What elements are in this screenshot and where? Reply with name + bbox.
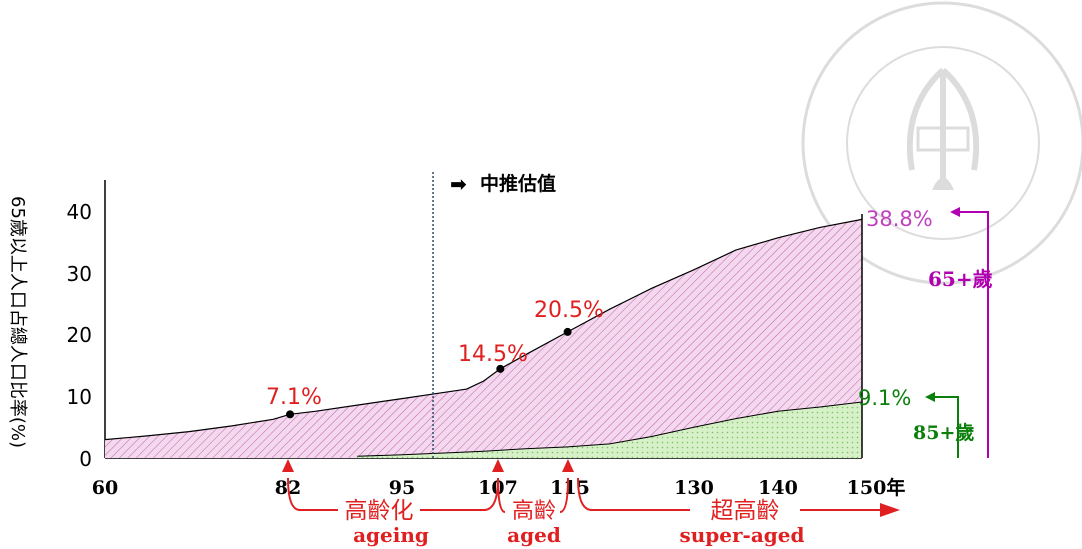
stage-super-aged-arrow [880, 503, 900, 517]
end-label-85plus: 9.1% [858, 386, 911, 410]
x-tick-130: 130 [674, 477, 714, 499]
x-tick-95: 95 [389, 477, 415, 499]
estimate-label: 中推估值 [480, 172, 556, 195]
stage-aged-zh: 高齡 [512, 499, 556, 524]
y-tick-30: 30 [67, 262, 92, 286]
stage-super-aged [577, 477, 880, 511]
stage-marker-115 [562, 459, 574, 472]
y-tick-10: 10 [67, 385, 92, 409]
stage-aged [497, 477, 569, 513]
legend-65plus-label: 65+歲 [928, 267, 993, 291]
data-point-115 [563, 327, 572, 336]
x-tick-150: 150年 [847, 476, 906, 499]
y-tick-0: 0 [79, 447, 92, 471]
stage-ageing-zh: 高齡化 [345, 498, 414, 524]
point-label-115: 20.5% [534, 298, 604, 323]
estimate-arrow-icon: ➡ [450, 172, 467, 196]
university-seal-watermark [801, 1, 1082, 285]
stage-marker-82 [282, 459, 294, 472]
stage-ageing-en: ageing [353, 523, 429, 547]
stage-super-aged-zh: 超高齡 [711, 498, 780, 524]
x-tick-140: 140 [758, 477, 798, 499]
legend-85plus: 85+歲 [913, 392, 974, 458]
area-85plus [357, 402, 862, 458]
data-point-107 [496, 364, 505, 373]
data-point-82 [286, 410, 295, 419]
legend-85plus-label: 85+歲 [913, 421, 974, 444]
point-label-107: 14.5% [458, 342, 528, 367]
x-tick-115: 115 [550, 477, 590, 499]
line-85plus [357, 401, 863, 457]
legend-65plus: 65+歲 [928, 207, 993, 458]
end-label-65plus: 38.8% [866, 207, 933, 231]
x-tick-60: 60 [92, 477, 118, 499]
stage-super-aged-en: super-aged [680, 523, 805, 547]
point-label-82: 7.1% [266, 385, 322, 410]
line-65plus [104, 218, 863, 441]
stage-marker-107 [492, 459, 504, 472]
stage-aged-en: aged [507, 523, 561, 547]
y-axis-label: 65歲以上人口占總人口比率(%) [7, 196, 28, 448]
y-tick-20: 20 [67, 323, 92, 347]
y-tick-40: 40 [67, 200, 92, 224]
